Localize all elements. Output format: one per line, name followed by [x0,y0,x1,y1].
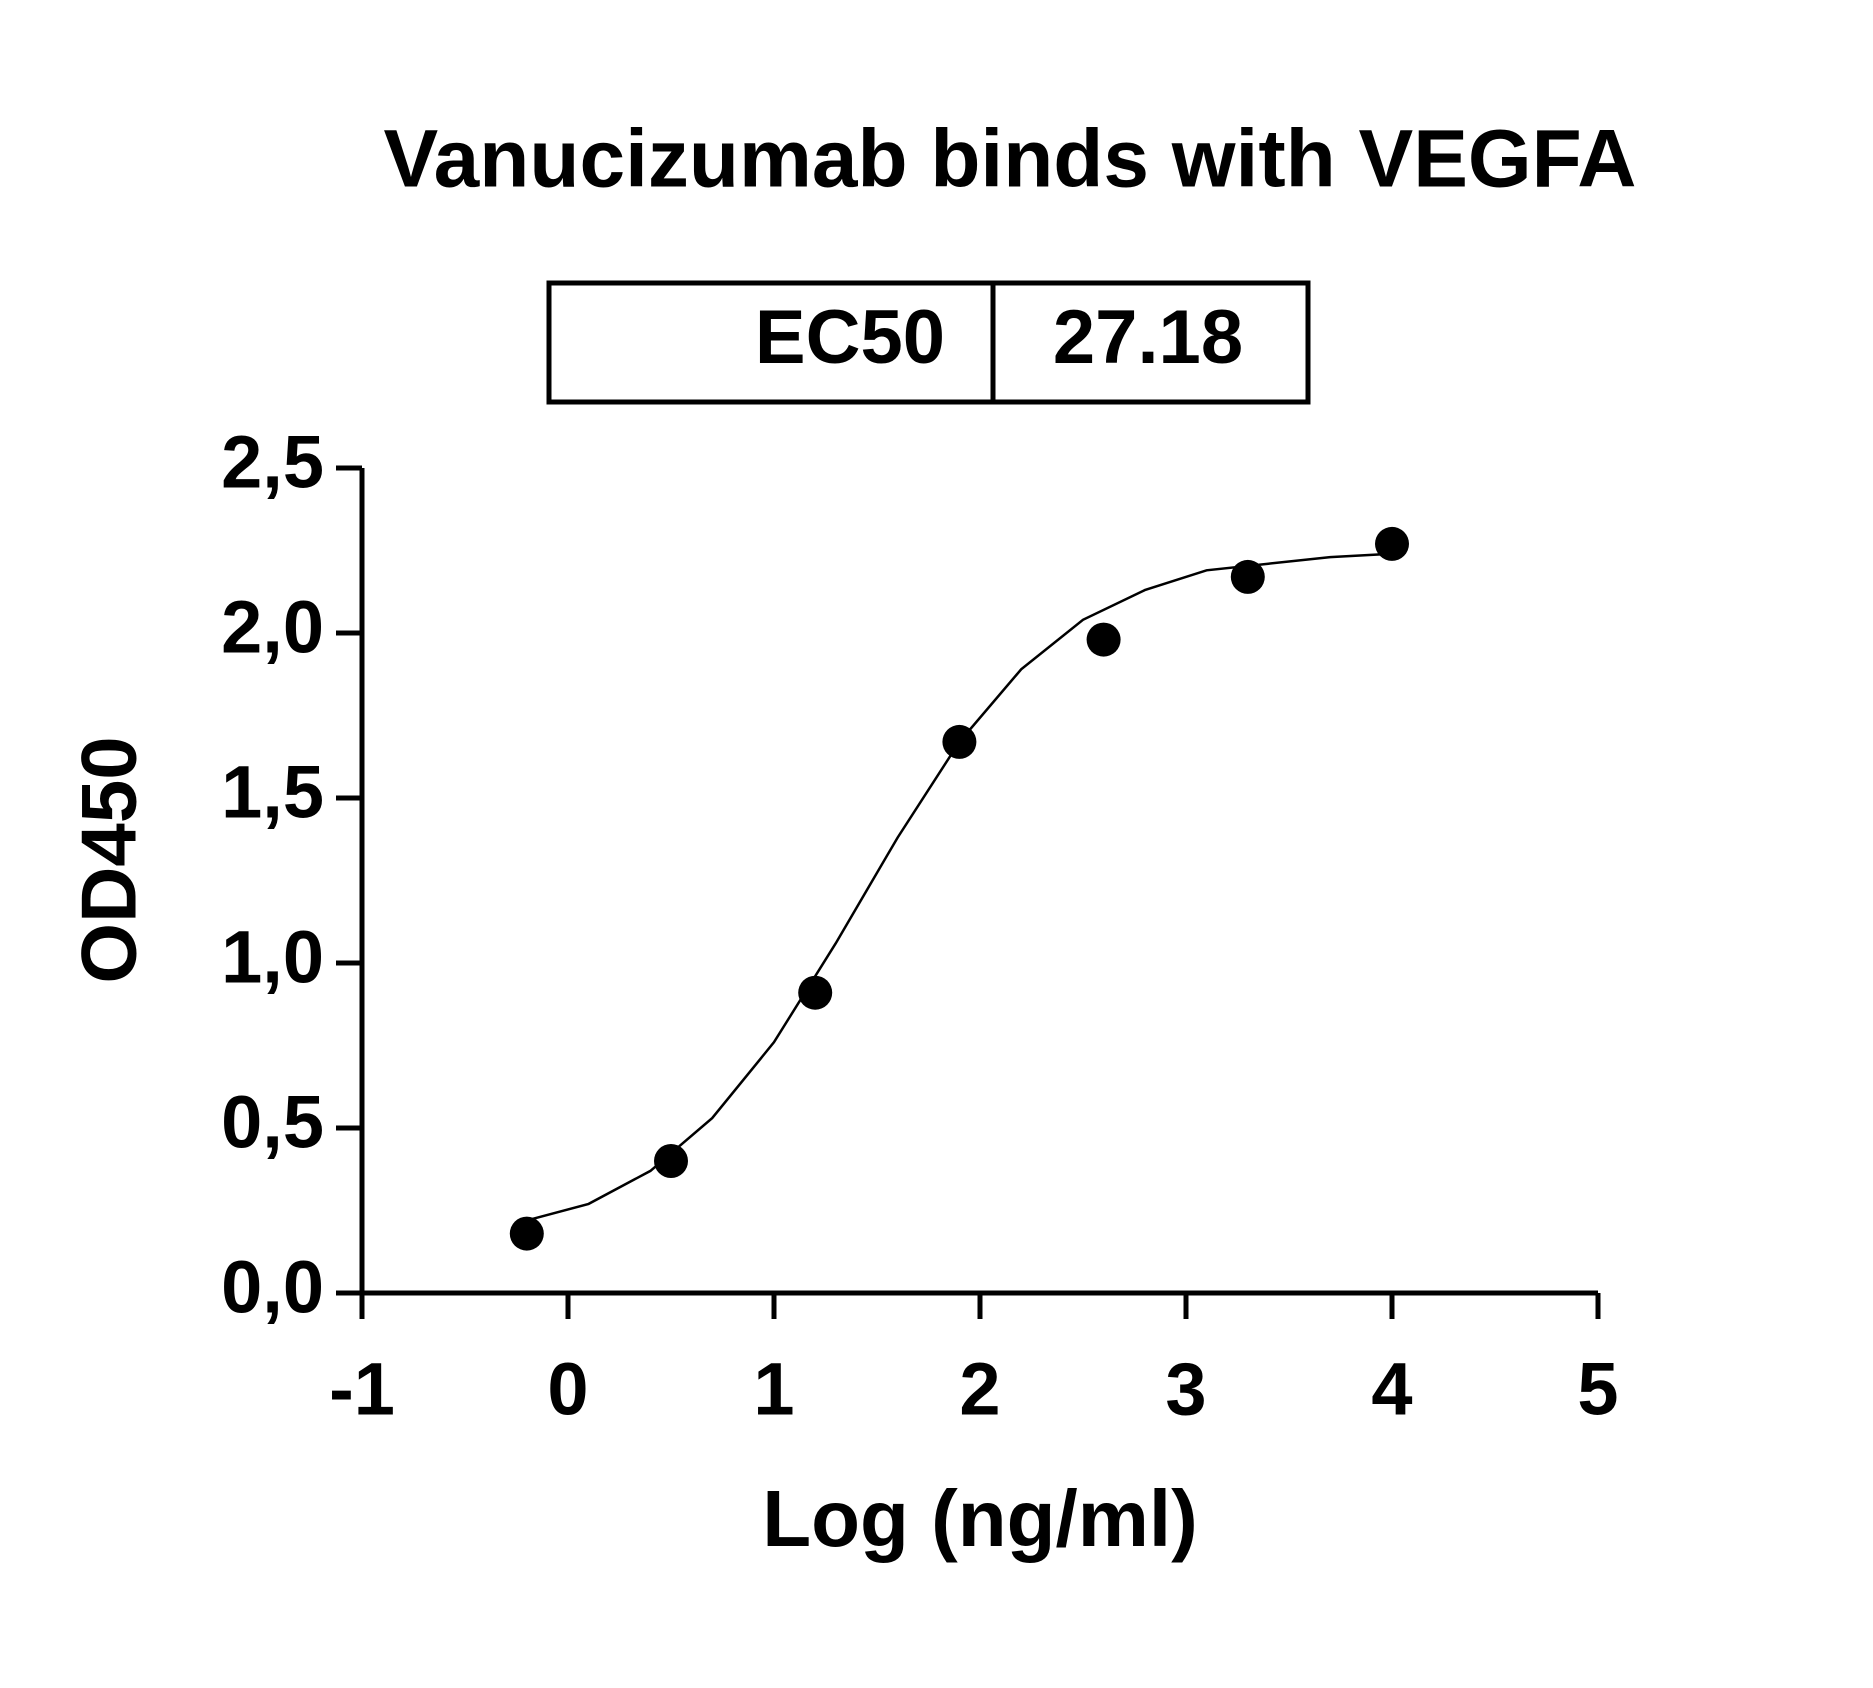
fit-curve [526,552,1393,1222]
y-tick-label: 2,0 [221,586,324,669]
data-point [1086,622,1121,657]
data-point [942,724,977,759]
x-tick-label: 4 [1371,1348,1412,1431]
x-tick-label: 1 [753,1348,794,1431]
y-tick-label: 2,5 [221,421,324,504]
x-tick-label: 2 [959,1348,1000,1431]
y-tick-label: 1,0 [221,916,324,999]
x-tick-label: 3 [1165,1348,1206,1431]
data-point [798,975,833,1010]
x-tick-label: 5 [1577,1348,1618,1431]
ec50-box [546,280,1311,405]
y-tick-label: 1,5 [221,751,324,834]
chart-title: Vanucizumab binds with VEGFA [384,114,1637,205]
x-tick-label: -1 [329,1348,395,1431]
data-point [509,1216,544,1251]
y-tick-label: 0,0 [221,1246,324,1329]
data-point [1375,526,1409,561]
data-point [654,1144,688,1178]
x-tick-label: 0 [547,1348,588,1431]
ec50-value: 27.18 [1053,295,1243,380]
y-tick-label: 0,5 [221,1081,324,1164]
y-axis-label: OD450 [65,736,153,983]
data-point [1230,559,1265,594]
ec50-label: EC50 [755,295,945,380]
x-axis-label: Log (ng/ml) [762,1474,1197,1563]
